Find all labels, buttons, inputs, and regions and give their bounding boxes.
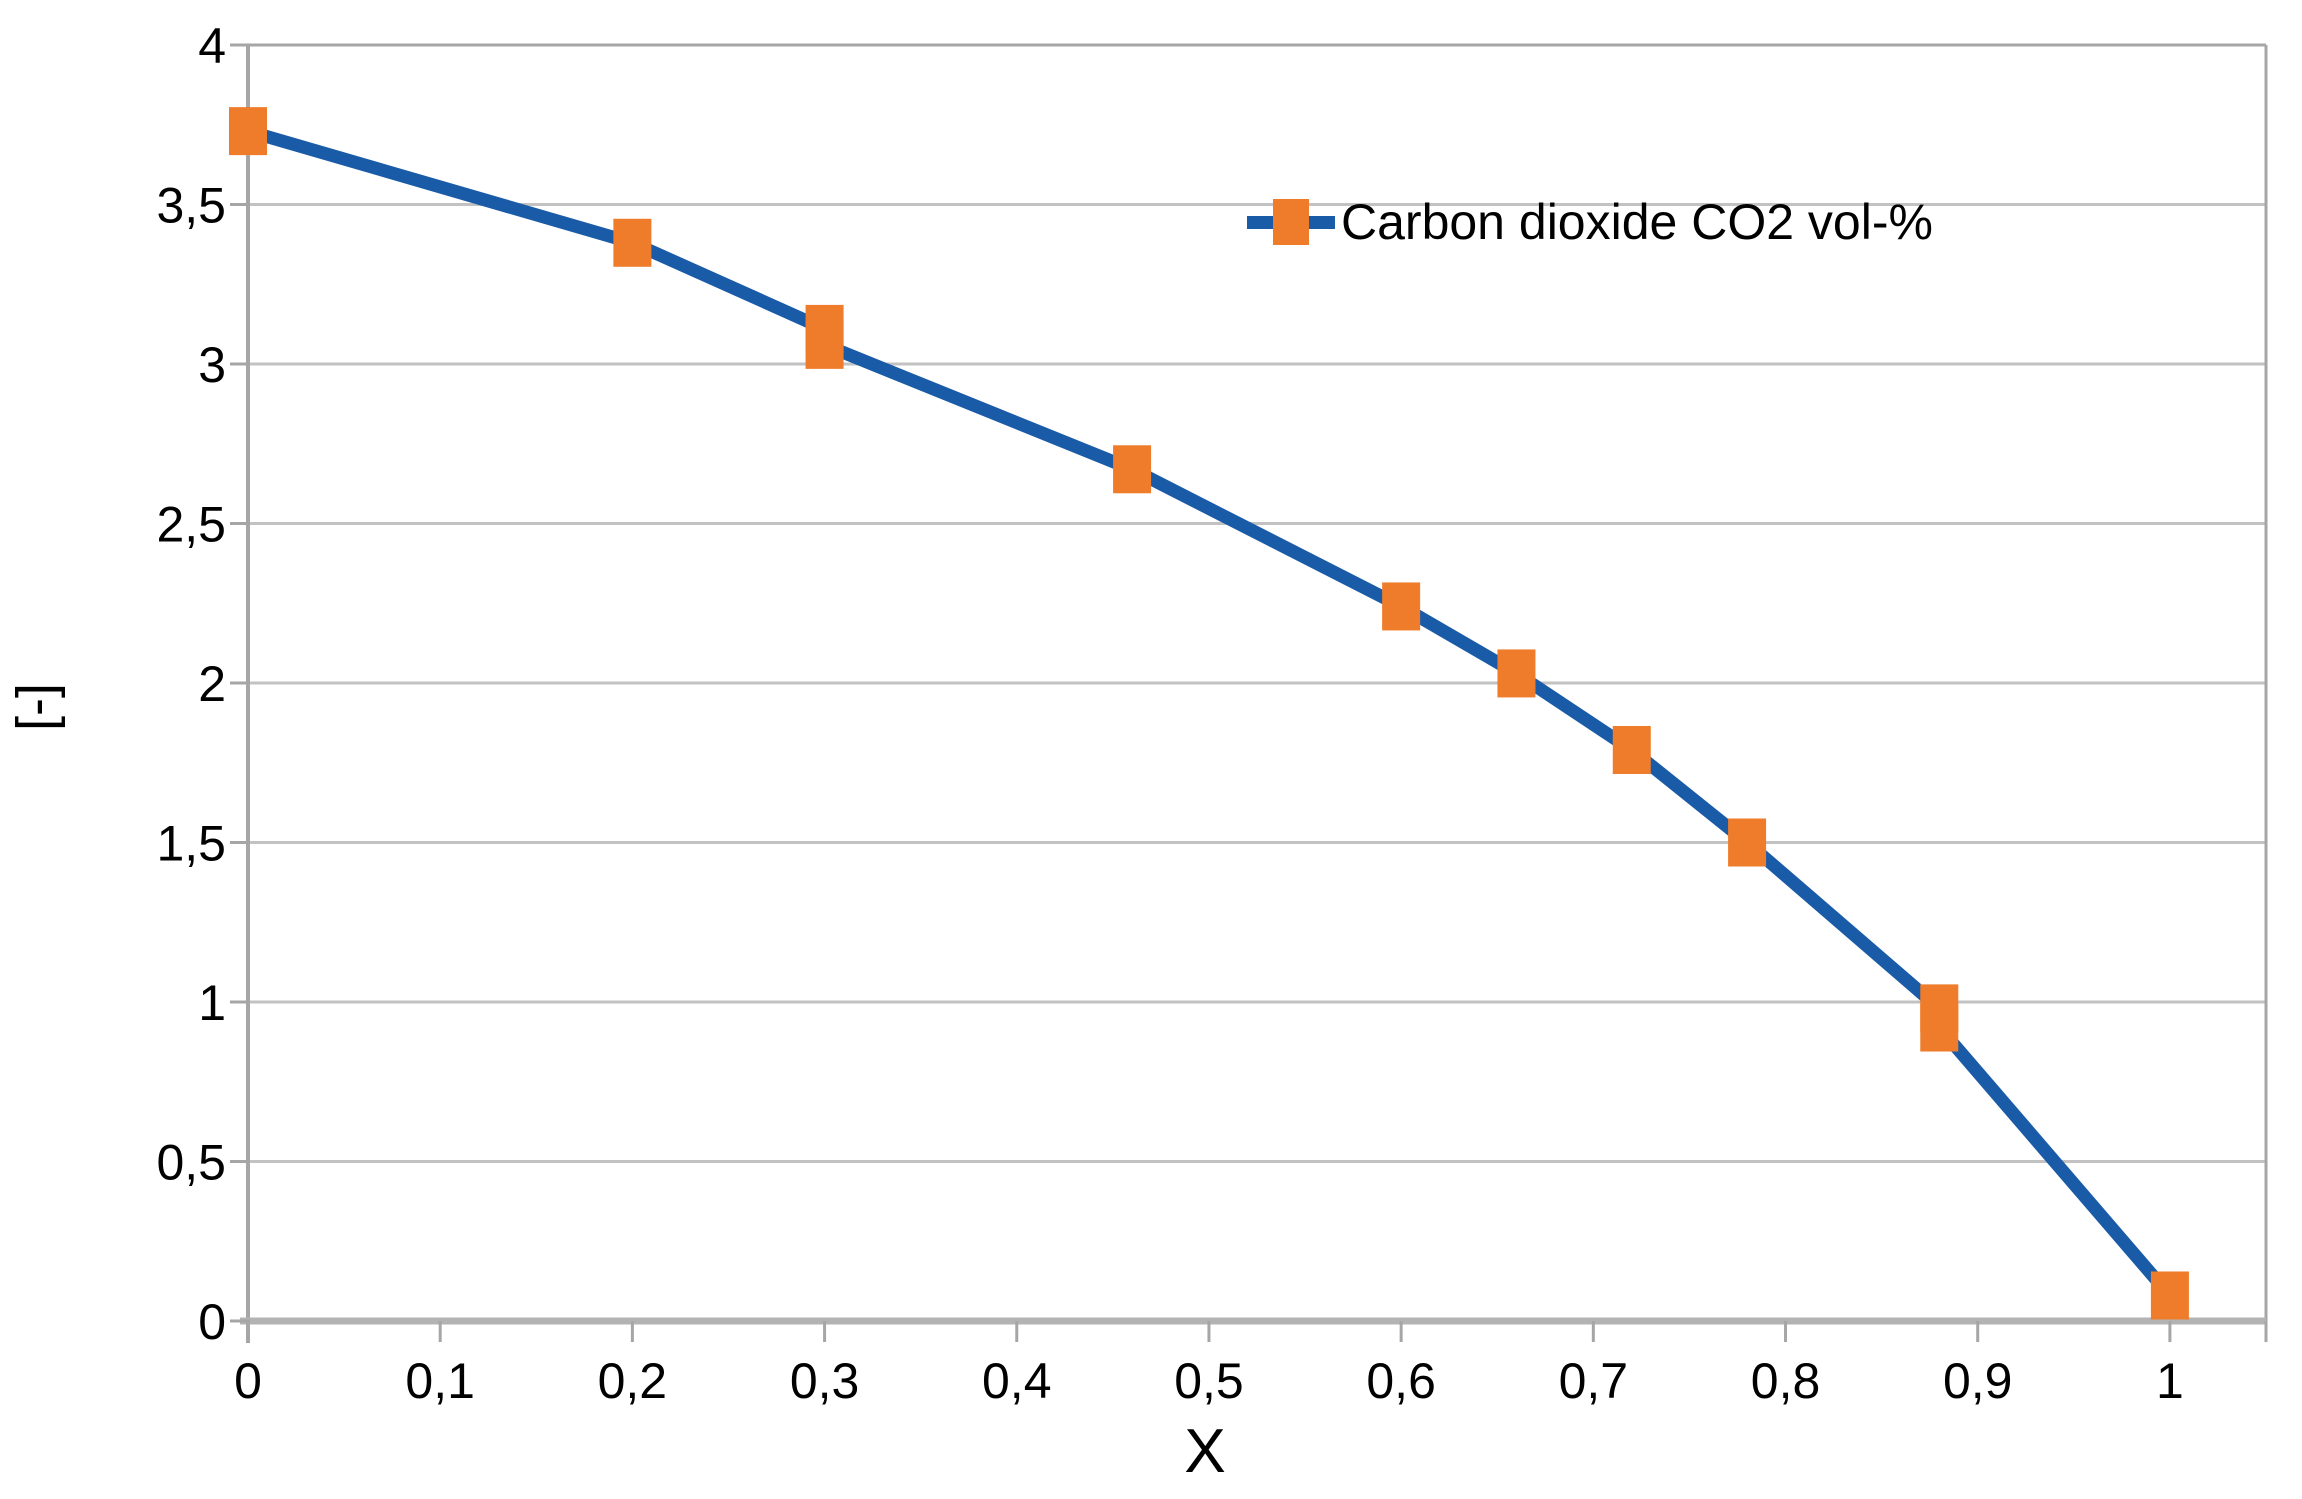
data-point-marker xyxy=(1920,1003,1959,1052)
series-line xyxy=(241,124,2177,1302)
data-point-marker xyxy=(1612,725,1651,774)
legend-marker-icon xyxy=(1273,199,1309,245)
y-tick-label: 0,5 xyxy=(156,1135,226,1191)
x-tick-label: 0,1 xyxy=(405,1353,475,1409)
x-tick-label: 0,4 xyxy=(982,1353,1052,1409)
data-point-marker xyxy=(229,107,267,156)
x-tick-label: 0,9 xyxy=(1943,1353,2013,1409)
data-point-marker xyxy=(1497,649,1536,698)
data-point-marker xyxy=(1382,582,1421,631)
y-tick-label: 1,5 xyxy=(156,816,226,872)
y-tick-label: 2,5 xyxy=(156,497,226,553)
x-tick-label: 1 xyxy=(2156,1353,2184,1409)
x-tick-label: 0,7 xyxy=(1559,1353,1629,1409)
data-point-marker xyxy=(1728,818,1767,867)
legend-label: Carbon dioxide CO2 vol-% xyxy=(1341,194,1933,250)
data-point-marker xyxy=(613,218,652,267)
y-tick-label: 1 xyxy=(198,975,226,1031)
data-point-marker xyxy=(2150,1271,2189,1320)
y-tick-label: 0 xyxy=(198,1294,226,1350)
y-axis-title: [-] xyxy=(6,683,66,731)
y-tick-label: 2 xyxy=(198,656,226,712)
x-axis-title: X xyxy=(1184,1417,1226,1486)
legend: Carbon dioxide CO2 vol-% xyxy=(1247,196,1933,248)
data-point-marker xyxy=(1113,445,1152,494)
x-tick-label: 0,6 xyxy=(1366,1353,1436,1409)
y-tick-label: 4 xyxy=(198,18,226,74)
x-tick-label: 0,8 xyxy=(1751,1353,1821,1409)
x-tick-label: 0,5 xyxy=(1174,1353,1244,1409)
legend-sample xyxy=(1247,196,1335,248)
x-tick-label: 0 xyxy=(234,1353,262,1409)
x-tick-label: 0,2 xyxy=(598,1353,668,1409)
y-tick-label: 3 xyxy=(198,337,226,393)
data-point-marker xyxy=(805,320,844,369)
y-tick-label: 3,5 xyxy=(156,178,226,234)
x-tick-label: 0,3 xyxy=(790,1353,860,1409)
